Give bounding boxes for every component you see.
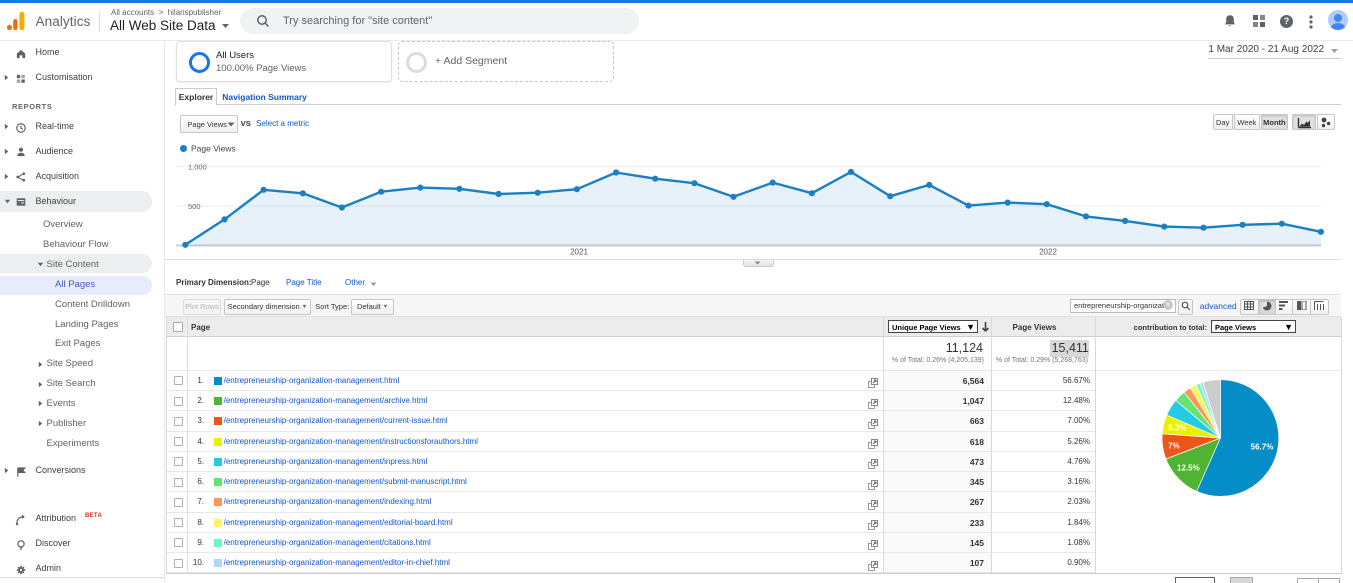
svg-text:2021: 2021 <box>570 248 588 257</box>
svg-text:5.3%: 5.3% <box>1168 424 1186 433</box>
svg-text:56.7%: 56.7% <box>1251 442 1274 451</box>
svg-text:Page Views: Page Views <box>191 144 236 154</box>
svg-text:500: 500 <box>188 202 201 211</box>
svg-text:1,000: 1,000 <box>188 163 207 172</box>
svg-text:2022: 2022 <box>1039 248 1057 257</box>
svg-text:7%: 7% <box>1168 442 1180 451</box>
svg-text:12.5%: 12.5% <box>1177 464 1200 473</box>
